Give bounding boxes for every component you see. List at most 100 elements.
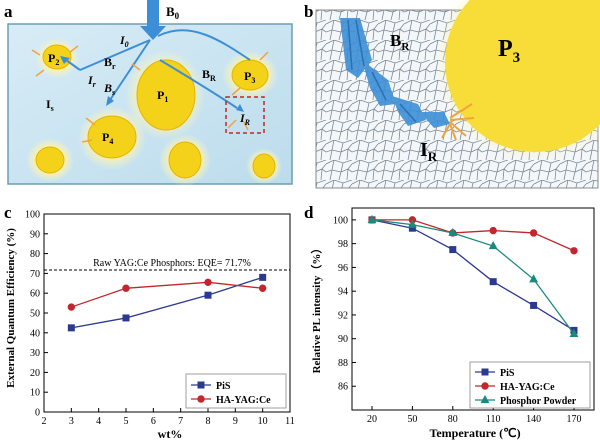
phosphor-particle-p4 bbox=[87, 115, 137, 159]
series-line-PiS bbox=[71, 276, 263, 329]
y-tick-label: 0 bbox=[35, 408, 40, 419]
data-point-HA-YAG:Ce bbox=[204, 278, 212, 287]
label-b0: B0 bbox=[166, 4, 180, 21]
panel-d: d Relative PL intensity（%） Temperature (… bbox=[300, 198, 600, 441]
y-axis-label: External Quantum Efficiency (%) bbox=[5, 228, 17, 388]
label-bs: Bs bbox=[103, 81, 115, 97]
chart-eqe: c External Quantum Efficiency (%) wt% 2 3… bbox=[4, 203, 295, 441]
label-p1: P1 bbox=[157, 88, 168, 104]
y-axis-label: Relative PL intensity（%） bbox=[310, 243, 323, 374]
series-line-HA-YAG:Ce bbox=[71, 281, 263, 308]
label-p2: P2 bbox=[48, 51, 59, 67]
label-p3: P3 bbox=[498, 36, 520, 66]
panel-c-letter: c bbox=[4, 203, 12, 222]
y-tick-label: 90 bbox=[338, 334, 348, 345]
x-tick-label: 6 bbox=[151, 416, 156, 427]
legend-marker bbox=[480, 394, 490, 404]
x-tick-label: 3 bbox=[69, 416, 74, 427]
y-tick-label: 100 bbox=[25, 210, 40, 221]
y-tick-label: 80 bbox=[30, 249, 40, 260]
x-tick-label: 10 bbox=[258, 416, 268, 427]
x-tick-label: 4 bbox=[96, 416, 101, 427]
y-tick-label: 96 bbox=[338, 263, 348, 274]
data-point-Phosphor Powder bbox=[367, 214, 377, 223]
x-tick-label: 8 bbox=[206, 416, 211, 427]
data-point-PiS bbox=[259, 273, 267, 281]
panel-d-letter: d bbox=[304, 203, 314, 222]
reference-line-label: Raw YAG:Ce Phosphors: EQE= 71.7% bbox=[93, 258, 251, 269]
label-p4: P4 bbox=[102, 130, 113, 146]
data-point-PiS bbox=[67, 324, 75, 332]
legend-label: Phosphor Powder bbox=[500, 396, 577, 407]
label-ir-lower: Ir bbox=[87, 73, 97, 89]
data-point-PiS bbox=[489, 278, 497, 286]
x-tick-label: 5 bbox=[124, 416, 129, 427]
legend-label: HA-YAG:Ce bbox=[216, 395, 271, 406]
data-point-HA-YAG:Ce bbox=[122, 284, 130, 292]
y-tick-label: 86 bbox=[338, 382, 348, 393]
data-point-HA-YAG:Ce bbox=[489, 226, 497, 235]
label-i0: I0 bbox=[119, 33, 129, 49]
panel-b: b BR P3 IR bbox=[300, 0, 600, 196]
y-tick-label: 40 bbox=[30, 328, 40, 339]
series-line-Phosphor Powder bbox=[371, 219, 575, 335]
y-tick-label: 30 bbox=[30, 348, 40, 359]
data-point-Phosphor Powder bbox=[569, 328, 579, 338]
plot-frame bbox=[351, 207, 595, 411]
y-tick-label: 20 bbox=[30, 368, 40, 379]
series-line-PiS bbox=[371, 219, 575, 331]
y-tick-label: 70 bbox=[30, 269, 40, 280]
label-p3: P3 bbox=[244, 69, 255, 85]
phosphor-particle-p1 bbox=[136, 59, 196, 131]
panel-a-illustration: a B0 I0 Br Ir Bs Is BR IR P1 P2 P3 P4 bbox=[4, 0, 293, 186]
y-tick-label: 88 bbox=[338, 358, 348, 369]
y-tick-label: 90 bbox=[30, 229, 40, 240]
legend-label: HA-YAG:Ce bbox=[500, 382, 555, 393]
data-point-PiS bbox=[530, 301, 538, 309]
data-point-HA-YAG:Ce bbox=[570, 247, 578, 255]
x-tick-label: 20 bbox=[367, 414, 377, 425]
phosphor-particle bbox=[35, 146, 65, 174]
legend bbox=[185, 373, 287, 409]
data-point-PiS bbox=[122, 314, 130, 322]
x-axis-label: Temperature (℃) bbox=[429, 426, 520, 440]
panel-c: c External Quantum Efficiency (%) wt% 2 3… bbox=[0, 198, 300, 441]
legend-marker bbox=[197, 381, 205, 389]
data-point-Phosphor Powder bbox=[529, 274, 539, 283]
label-ir-upper: IR bbox=[239, 111, 251, 127]
x-tick-label: 110 bbox=[486, 414, 501, 425]
x-tick-label: 50 bbox=[407, 414, 417, 425]
x-tick-label: 80 bbox=[448, 414, 458, 425]
x-tick-label: 7 bbox=[178, 416, 183, 427]
panel-b-illustration: b BR P3 IR bbox=[304, 0, 600, 189]
label-is: Is bbox=[46, 97, 54, 113]
panel-a: a B0 I0 Br Ir Bs Is BR IR P1 P2 P3 P4 bbox=[0, 0, 300, 196]
data-point-Phosphor Powder bbox=[448, 227, 458, 237]
data-point-PiS bbox=[204, 291, 212, 299]
x-tick-label: 140 bbox=[526, 414, 541, 425]
legend-marker bbox=[197, 395, 205, 403]
data-point-HA-YAG:Ce bbox=[529, 229, 538, 237]
series-line-HA-YAG:Ce bbox=[372, 219, 575, 252]
data-point-HA-YAG:Ce bbox=[258, 284, 267, 292]
phosphor-particle bbox=[252, 153, 276, 179]
x-tick-label: 9 bbox=[233, 416, 238, 427]
chart-pl: d Relative PL intensity（%） Temperature (… bbox=[304, 203, 595, 440]
phosphor-particle-p3 bbox=[445, 0, 600, 152]
y-tick-label: 100 bbox=[333, 215, 348, 226]
highlight-box bbox=[225, 96, 265, 134]
label-br: BR bbox=[390, 31, 410, 53]
phosphor-particle bbox=[168, 141, 202, 179]
y-tick-label: 50 bbox=[30, 309, 40, 320]
label-ir: IR bbox=[420, 139, 438, 164]
x-axis-label: wt% bbox=[158, 427, 183, 441]
y-tick-label: 10 bbox=[30, 388, 40, 399]
y-tick-label: 60 bbox=[30, 289, 40, 300]
legend-label: PiS bbox=[500, 368, 515, 379]
y-tick-label: 94 bbox=[338, 287, 348, 298]
data-point-HA-YAG:Ce bbox=[67, 303, 76, 311]
data-point-Phosphor Powder bbox=[488, 240, 498, 250]
data-point-PiS bbox=[449, 246, 457, 254]
y-tick-label: 92 bbox=[338, 310, 348, 321]
x-tick-label: 170 bbox=[567, 414, 582, 425]
